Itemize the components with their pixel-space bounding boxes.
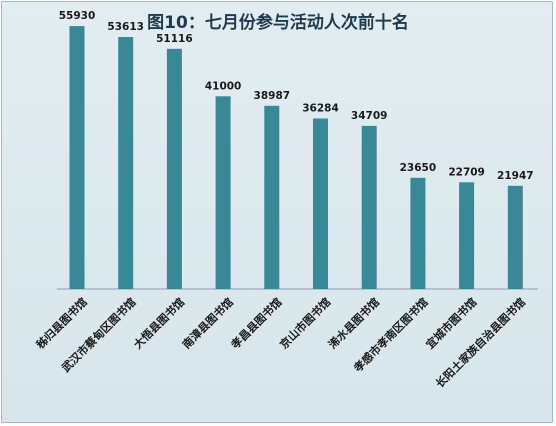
data-label-1: 55930 <box>59 10 96 22</box>
bar-4 <box>215 96 231 289</box>
bar-8 <box>410 177 426 289</box>
data-label-8: 23650 <box>400 162 437 174</box>
category-label-3: 大悟县图书馆 <box>131 295 188 352</box>
data-label-7: 34709 <box>351 110 388 122</box>
category-label-4: 南漳县图书馆 <box>179 295 236 352</box>
data-label-9: 22709 <box>448 166 485 178</box>
data-label-4: 41000 <box>205 80 242 92</box>
data-label-10: 21947 <box>497 170 534 182</box>
bar-3 <box>166 48 182 289</box>
bar-7 <box>361 125 377 290</box>
bar-6 <box>313 118 328 289</box>
bar-5 <box>264 105 280 289</box>
category-label-6: 京山市图书馆 <box>277 295 334 352</box>
bar-9 <box>459 182 475 289</box>
bar-1 <box>69 26 85 289</box>
category-label-10: 长阳土家族自治县图书馆 <box>433 295 528 390</box>
data-label-3: 51116 <box>156 33 193 45</box>
data-label-5: 38987 <box>254 90 291 102</box>
data-label-2: 53613 <box>107 21 144 33</box>
bar-10 <box>507 185 523 289</box>
bar-2 <box>118 37 134 289</box>
data-label-6: 36284 <box>302 103 339 115</box>
category-label-5: 孝昌县图书馆 <box>227 295 284 352</box>
chart-title: 图10：七月份参与活动人次前十名 <box>147 13 409 33</box>
